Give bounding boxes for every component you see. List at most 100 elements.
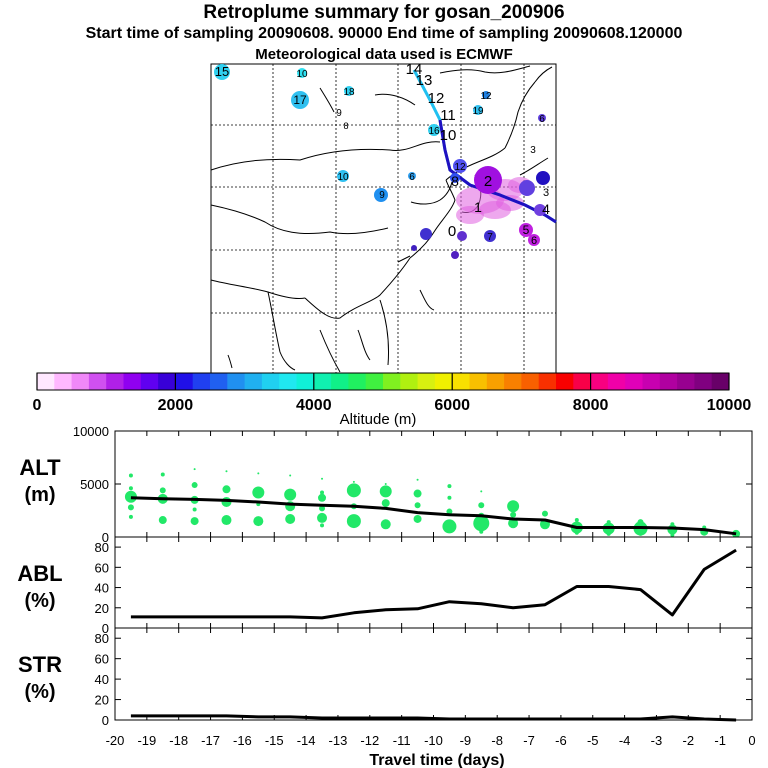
map-day-label: 10: [296, 69, 308, 80]
alt-point: [507, 500, 520, 513]
x-tick-label: -3: [651, 733, 663, 748]
map-day-label: 6: [539, 114, 545, 125]
colorbar-swatch: [504, 373, 522, 390]
colorbar-swatch: [486, 373, 505, 390]
colorbar-swatch: [434, 373, 453, 390]
chart-title: Retroplume summary for gosan_200906: [203, 2, 565, 23]
colorbar-swatch: [469, 373, 488, 390]
colorbar-label: 2000: [158, 397, 194, 414]
alt-point: [225, 470, 228, 473]
colorbar-swatch: [365, 373, 384, 390]
map-day-label: 9: [379, 190, 385, 201]
x-tick-label: -13: [329, 733, 348, 748]
map-day-label: 12: [480, 91, 492, 102]
map-day-label: 9: [336, 108, 342, 119]
map-day-label: 5: [523, 223, 530, 237]
panel-ylabel: ALT: [19, 455, 61, 480]
colorbar-swatch: [573, 373, 592, 390]
y-tick-label: 10000: [73, 424, 109, 439]
colorbar-swatch: [192, 373, 211, 390]
y-tick-label: 80: [95, 631, 109, 646]
alt-point: [381, 499, 390, 508]
alt-point: [574, 530, 579, 535]
colorbar-label: 6000: [434, 397, 470, 414]
x-tick-label: -6: [555, 733, 567, 748]
alt-point: [222, 485, 231, 494]
time-series-panels: ALT (m) 10000 5000 0 ABL (%) 80 60 40 20 0 STR (%) 80 6…: [17, 424, 755, 768]
alt-point: [670, 532, 675, 537]
colorbar-swatch: [313, 373, 332, 390]
alt-point: [317, 512, 328, 523]
map-day-label: 11: [440, 107, 456, 124]
x-tick-label: -14: [297, 733, 316, 748]
x-tick-label: -12: [360, 733, 379, 748]
alt-point: [320, 523, 325, 528]
panel-yunit: (%): [24, 590, 55, 612]
x-tick-label: -4: [619, 733, 631, 748]
altitude-colorbar: 0 2000 4000 6000 8000 10000 Altitude (m): [33, 372, 751, 428]
map-day-label: 1: [474, 199, 482, 215]
y-tick-label: 40: [95, 672, 109, 687]
alt-point: [124, 490, 137, 503]
alt-point: [319, 505, 326, 512]
alt-point: [289, 474, 292, 477]
alt-point: [346, 483, 361, 498]
alt-point: [416, 478, 419, 481]
map-day-label: 15: [215, 64, 229, 79]
alt-point: [159, 487, 166, 494]
alt-point: [414, 502, 421, 509]
x-tick-label: -18: [169, 733, 188, 748]
colorbar-swatch: [261, 373, 280, 390]
sampling-times: Start time of sampling 20090608. 90000 E…: [85, 25, 683, 42]
cluster-centroids: [214, 64, 550, 259]
y-tick-label: 40: [95, 581, 109, 596]
alt-point: [127, 504, 134, 511]
map-day-label: 3: [530, 145, 536, 156]
y-tick-label: 0: [102, 713, 109, 728]
alt-point: [318, 493, 327, 502]
colorbar-swatch: [348, 373, 367, 390]
alt-point: [252, 486, 265, 499]
colorbar-title: Altitude (m): [340, 411, 417, 428]
alt-point: [638, 531, 643, 536]
x-tick-label: -9: [460, 733, 472, 748]
alt-point: [352, 480, 355, 483]
panel-ylabel: STR: [18, 652, 62, 677]
alt-point: [128, 486, 133, 491]
colorbar-swatch: [521, 373, 540, 390]
colorbar-swatch: [383, 373, 401, 390]
x-tick-label: -19: [137, 733, 156, 748]
colorbar-swatch: [37, 373, 55, 390]
colorbar-swatch: [625, 373, 643, 390]
met-data-note: Meteorological data used is ECMWF: [255, 46, 513, 63]
colorbar-swatch: [590, 373, 609, 390]
y-tick-label: 0: [102, 530, 109, 545]
alt-point: [606, 531, 611, 536]
x-tick-label: -1: [714, 733, 726, 748]
map-day-label: 0: [448, 223, 456, 240]
x-tick-label: -17: [201, 733, 220, 748]
colorbar-swatch: [711, 373, 730, 390]
colorbar-swatch: [106, 373, 124, 390]
x-tick-label: 0: [748, 733, 755, 748]
alt-point: [191, 482, 198, 489]
alt-point: [447, 484, 452, 489]
colorbar-swatch: [556, 373, 574, 390]
alt-point: [541, 510, 548, 517]
x-tick-label: -5: [587, 733, 599, 748]
alt-point: [320, 490, 325, 495]
alt-point: [285, 513, 296, 524]
colorbar-swatch: [88, 373, 107, 390]
alt-point: [479, 529, 484, 534]
y-tick-label: 0: [102, 621, 109, 636]
x-tick-label: -2: [683, 733, 695, 748]
alt-point: [128, 473, 133, 478]
alt-point: [384, 483, 387, 485]
y-tick-label: 5000: [80, 477, 109, 492]
panel-frame: [114, 430, 753, 538]
alt-point: [257, 472, 260, 475]
colorbar-swatch: [538, 373, 557, 390]
